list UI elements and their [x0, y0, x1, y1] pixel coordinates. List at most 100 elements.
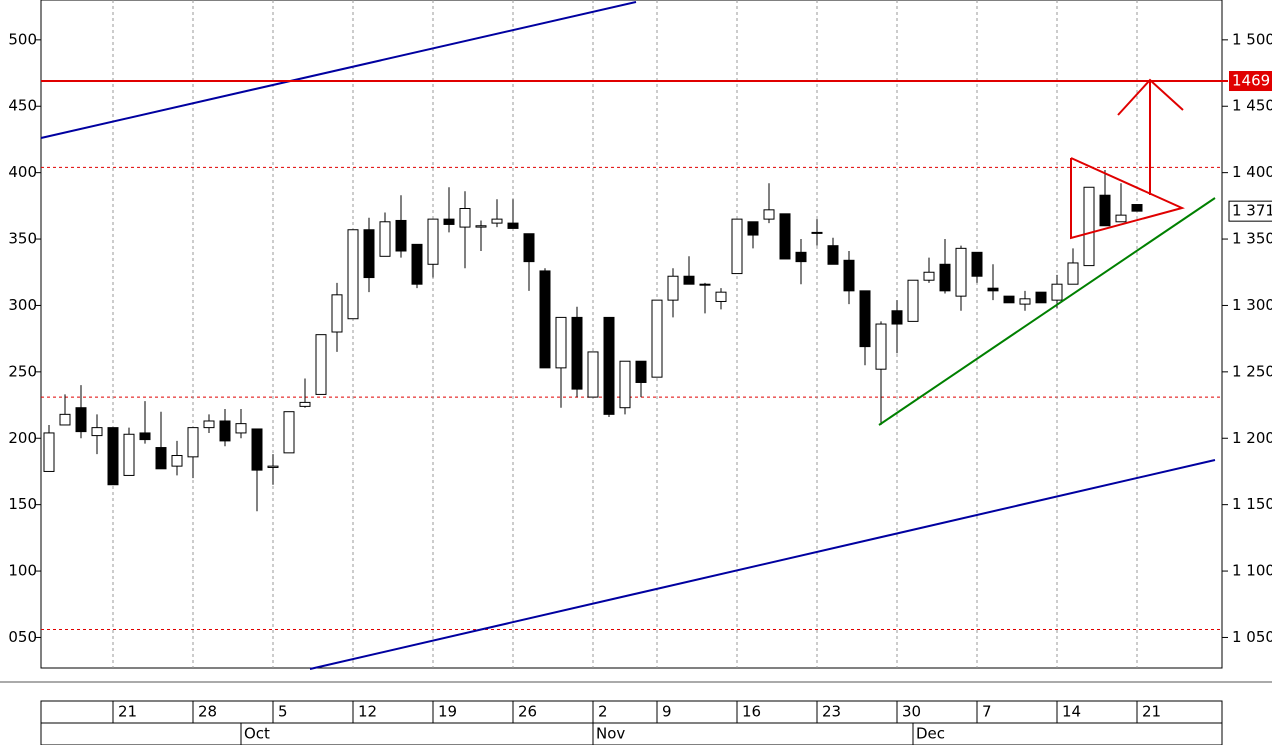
candle-body — [267, 465, 279, 468]
candle-body — [1099, 194, 1111, 227]
candle-body — [235, 423, 247, 434]
x-tick-label: 23 — [822, 703, 841, 721]
y-tick-label: 100 — [8, 562, 37, 580]
candle-body — [299, 401, 311, 407]
candle-body — [939, 263, 951, 292]
x-tick-label: 14 — [1062, 703, 1081, 721]
y2-tick-label: 1 100 — [1232, 562, 1272, 580]
x-tick-label: 26 — [518, 703, 537, 721]
candle-body — [283, 411, 295, 454]
candle-body — [379, 221, 391, 257]
candle-body — [187, 427, 199, 458]
candle-body — [523, 233, 535, 263]
candle-body — [651, 299, 663, 378]
y-tick-label: 500 — [8, 30, 37, 48]
x-tick-label: 12 — [358, 703, 377, 721]
candle-body — [491, 218, 503, 224]
candle-body — [1035, 291, 1047, 304]
candle-body — [811, 231, 823, 234]
y2-tick-label: 1 200 — [1232, 429, 1272, 447]
y2-tick-label: 1 150 — [1232, 495, 1272, 513]
candle-body — [571, 316, 583, 390]
candle-body — [443, 218, 455, 225]
y2-tick-label: 1 300 — [1232, 296, 1272, 314]
candle-body — [555, 316, 567, 369]
y2-tick-label: 1 350 — [1232, 230, 1272, 248]
last-price-box — [1228, 200, 1272, 222]
y-tick-label: 250 — [8, 362, 37, 380]
plot-frame — [40, 0, 1223, 669]
candle-body — [955, 247, 967, 297]
x-tick-label: 19 — [438, 703, 457, 721]
candle-body — [795, 251, 807, 263]
x-tick-label: 21 — [118, 703, 137, 721]
trend-line — [40, 1, 637, 139]
target-label-box — [1229, 71, 1272, 92]
candle-body — [907, 279, 919, 322]
candle-body — [699, 283, 711, 286]
candle-body — [155, 447, 167, 470]
arrow-head — [1117, 78, 1184, 116]
x-tick-label: 2 — [598, 703, 608, 721]
candle-body — [619, 360, 631, 409]
y2-tick-label: 1 250 — [1232, 362, 1272, 380]
triangle — [1070, 157, 1185, 240]
support-line — [878, 197, 1216, 426]
candle-body — [779, 213, 791, 260]
candle-body — [43, 432, 55, 472]
candle-body — [459, 208, 471, 228]
candle-body — [667, 275, 679, 301]
candle-body — [987, 287, 999, 292]
candle-body — [603, 316, 615, 415]
target-label: 1469 — [1232, 72, 1270, 90]
candle-body — [859, 290, 871, 348]
candle-body — [347, 229, 359, 320]
x-tick-label: 21 — [1142, 703, 1161, 721]
candle-body — [843, 259, 855, 292]
x-tick-label: 28 — [198, 703, 217, 721]
y-tick-label: 200 — [8, 429, 37, 447]
x-tick-label: 30 — [902, 703, 921, 721]
candle-body — [139, 432, 151, 441]
candle-body — [971, 251, 983, 277]
y-tick-label: 150 — [8, 495, 37, 513]
x-tick-label: 16 — [742, 703, 761, 721]
candle-body — [123, 433, 135, 476]
y-tick-label: 050 — [8, 628, 37, 646]
x-tick-label: 9 — [662, 703, 672, 721]
y-tick-label: 300 — [8, 296, 37, 314]
candle-body — [171, 455, 183, 467]
candle-body — [203, 420, 215, 429]
y-tick-label: 450 — [8, 97, 37, 115]
candle-body — [763, 209, 775, 220]
candle-body — [59, 413, 71, 426]
candle-body — [1115, 214, 1127, 223]
x-tick-label: 5 — [278, 703, 288, 721]
candle-body — [475, 225, 487, 228]
candle-body — [75, 407, 87, 433]
y2-tick-label: 1 500 — [1232, 30, 1272, 48]
candle-body — [1051, 283, 1063, 301]
y2-tick-label: 1 450 — [1232, 97, 1272, 115]
candle-body — [1003, 295, 1015, 304]
candle-body — [715, 291, 727, 302]
candle-body — [395, 219, 407, 252]
candle-body — [507, 222, 519, 229]
trend-line — [309, 459, 1216, 670]
candle-body — [107, 427, 119, 486]
candle-body — [875, 323, 887, 370]
y2-tick-label: 1 050 — [1232, 628, 1272, 646]
candle-body — [331, 294, 343, 333]
last-price-label: 1 371 — [1232, 202, 1272, 220]
candle-body — [1067, 262, 1079, 285]
y-tick-label: 400 — [8, 163, 37, 181]
candle-body — [635, 360, 647, 383]
month-label: Dec — [916, 725, 945, 743]
candle-body — [827, 245, 839, 265]
y2-tick-label: 1 400 — [1232, 163, 1272, 181]
candle-body — [315, 334, 327, 395]
candle-body — [363, 229, 375, 279]
candle-body — [539, 270, 551, 369]
